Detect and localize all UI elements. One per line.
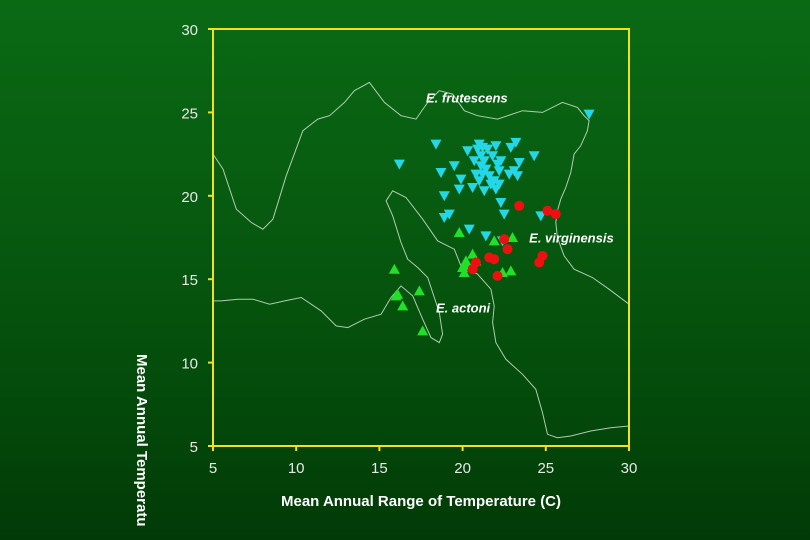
triangle-down-point <box>443 209 455 220</box>
x-tick-label: 30 <box>621 460 638 477</box>
triangle-down-point <box>487 151 499 162</box>
y-tick-label: 30 <box>181 22 198 39</box>
y-tick-label: 20 <box>181 189 198 206</box>
x-axis-label: Mean Annual Range of Temperature (C) <box>281 493 561 510</box>
contour-lines <box>212 81 630 439</box>
triangle-down-point <box>493 179 505 190</box>
y-tick-label: 5 <box>190 439 198 456</box>
circle-point <box>550 209 561 220</box>
triangle-up-point <box>388 263 400 274</box>
data-points <box>388 109 595 336</box>
triangle-down-point <box>513 157 525 168</box>
triangle-up-point <box>417 325 429 336</box>
triangle-down-point <box>483 171 495 182</box>
triangle-up-point <box>453 226 465 237</box>
triangle-down-point <box>510 137 522 148</box>
y-tick-label: 10 <box>181 356 198 373</box>
triangle-down-point <box>463 224 475 235</box>
y-axis-label: Mean Annual Temperatu <box>133 354 150 527</box>
triangle-down-point <box>435 167 447 178</box>
triangle-down-point <box>448 161 460 172</box>
y-tick-label: 15 <box>181 272 198 289</box>
circle-point <box>489 254 500 265</box>
y-tick-label: 25 <box>181 105 198 122</box>
triangle-down-point <box>505 142 517 153</box>
plot-frame <box>212 28 630 447</box>
triangle-down-point <box>498 209 510 220</box>
circle-point <box>537 250 548 261</box>
circle-point <box>470 257 481 268</box>
triangle-down-point <box>462 146 474 157</box>
triangle-down-point <box>453 184 465 195</box>
x-tick-label: 15 <box>371 460 388 477</box>
triangle-up-point <box>392 288 404 299</box>
triangle-down-point <box>495 197 507 208</box>
triangle-down-point <box>467 182 479 193</box>
triangle-down-point <box>478 186 490 197</box>
x-tick-label: 5 <box>209 460 217 477</box>
triangle-down-point <box>438 212 450 223</box>
axis-ticks: 5 10 15 20 25 30 5 10 15 20 25 30 <box>181 22 637 477</box>
triangle-down-point <box>438 191 450 202</box>
triangle-down-point <box>490 141 502 152</box>
circle-point <box>499 234 510 245</box>
triangle-down-point <box>478 156 490 167</box>
triangle-down-point <box>488 176 500 187</box>
triangle-up-point <box>467 248 479 259</box>
triangle-down-point <box>528 151 540 162</box>
triangle-down-point <box>480 164 492 175</box>
species-annotations: E. frutescens E. virginensis E. actoni <box>426 90 614 315</box>
triangle-up-point <box>488 235 500 246</box>
circle-point <box>502 244 513 255</box>
species-label: E. frutescens <box>426 90 508 105</box>
x-tick-label: 20 <box>454 460 471 477</box>
triangle-up-point <box>413 285 425 296</box>
species-label: E. virginensis <box>529 231 614 246</box>
circle-point <box>542 205 553 216</box>
triangle-up-point <box>505 265 517 276</box>
species-label: E. actoni <box>436 301 491 316</box>
contour-line-2 <box>213 190 630 439</box>
triangle-down-point <box>480 231 492 242</box>
triangle-down-point <box>393 159 405 170</box>
x-tick-label: 10 <box>288 460 305 477</box>
triangle-down-point <box>473 176 485 187</box>
triangle-down-point <box>482 144 494 155</box>
triangle-down-point <box>493 166 505 177</box>
triangle-down-point <box>495 156 507 167</box>
triangle-up-point <box>507 232 519 242</box>
triangle-down-point <box>430 139 442 150</box>
triangle-down-point <box>583 109 595 120</box>
circle-point <box>514 200 525 211</box>
triangle-up-point <box>397 300 409 311</box>
x-tick-label: 25 <box>537 460 554 477</box>
triangle-up-point <box>458 267 470 278</box>
triangle-down-point <box>475 151 487 162</box>
circle-point <box>492 270 503 281</box>
triangle-down-point <box>508 166 520 177</box>
triangle-down-point <box>512 171 524 182</box>
triangle-down-point <box>468 156 480 167</box>
triangle-down-point <box>455 174 467 185</box>
